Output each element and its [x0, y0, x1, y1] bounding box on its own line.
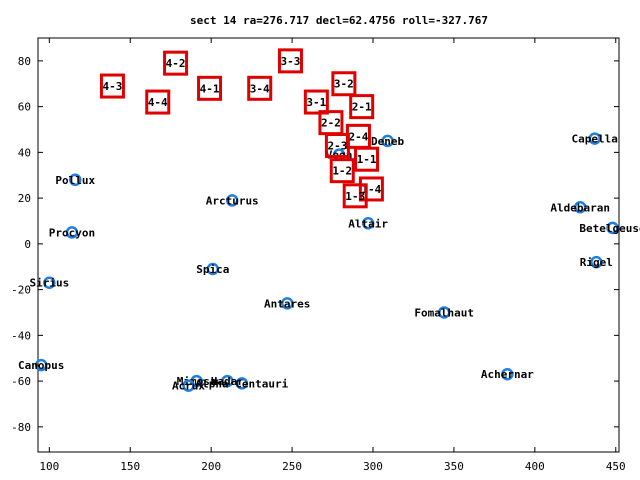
sector-label: 2-3 — [327, 140, 347, 153]
y-tick-label: -40 — [11, 329, 31, 342]
star-label: Acrux — [172, 380, 205, 393]
sector-label: 4-4 — [148, 96, 168, 109]
x-tick-label: 250 — [282, 460, 302, 473]
y-tick-label: -60 — [11, 375, 31, 388]
sector-marker — [329, 158, 355, 184]
star-label: Arcturus — [206, 194, 259, 207]
x-tick-label: 150 — [120, 460, 140, 473]
star-marker — [573, 201, 587, 214]
sector-label: 2-2 — [321, 117, 341, 130]
sector-label: 2-1 — [352, 101, 372, 114]
sector-marker — [99, 73, 125, 99]
star-label: Altair — [348, 217, 388, 230]
x-tick-label: 450 — [606, 460, 626, 473]
star-marker — [182, 379, 195, 392]
star-label: Betelgeuse — [579, 222, 640, 235]
star-label: Spica — [196, 263, 229, 276]
star-marker — [606, 221, 619, 235]
star-marker — [34, 358, 48, 372]
star-label: Aldebaran — [550, 201, 610, 214]
y-tick-label: -20 — [11, 284, 31, 297]
star-label: Mimosa — [177, 375, 217, 388]
star-label: Alpha Centauri — [196, 377, 289, 390]
star-marker — [381, 134, 394, 148]
sector-label: 4-3 — [103, 80, 123, 93]
star-marker — [65, 226, 79, 239]
star-label: Achernar — [481, 368, 534, 381]
star-label: Pollux — [55, 174, 95, 187]
sector-marker — [163, 50, 189, 76]
star-marker — [588, 132, 601, 145]
star-marker — [206, 262, 220, 276]
star-marker — [235, 377, 249, 390]
y-tick-label: 80 — [18, 55, 31, 68]
star-label: Capella — [572, 133, 618, 146]
y-tick-label: 20 — [18, 192, 31, 205]
sector-marker — [349, 94, 375, 120]
sector-marker — [277, 48, 303, 74]
star-marker — [501, 367, 514, 381]
star-marker — [43, 276, 56, 289]
star-marker — [437, 306, 451, 319]
y-tick-label: 60 — [18, 101, 31, 114]
sector-label: 3-4 — [250, 82, 270, 95]
sector-label: 3-1 — [306, 96, 326, 109]
x-tick-label: 350 — [444, 460, 464, 473]
star-marker — [221, 374, 234, 388]
plot-frame — [37, 37, 620, 453]
sector-marker — [324, 133, 350, 159]
star-label: Antares — [264, 297, 310, 310]
star-marker — [590, 255, 603, 269]
sector-marker — [358, 176, 384, 202]
star-marker — [361, 217, 375, 230]
sector-label: 3-2 — [334, 78, 354, 91]
star-label: Fomalhaut — [414, 306, 474, 319]
data-points: CapellaDenebVegaPolluxArcturusAldebaranA… — [18, 48, 640, 393]
star-label: Deneb — [371, 135, 404, 148]
sector-marker — [354, 146, 380, 172]
x-tick-label: 100 — [39, 460, 59, 473]
y-tick-label: -80 — [11, 421, 31, 434]
sector-marker — [342, 183, 368, 209]
star-marker — [68, 173, 82, 187]
sector-label: 1-3 — [345, 190, 365, 203]
axis-ticks: 100 150 200 250 300 350 400 450 -80 -60 -40 -20 0 20 4… — [11, 38, 626, 473]
sector-label: 4-1 — [200, 82, 220, 95]
star-marker — [280, 297, 294, 310]
sector-marker — [197, 75, 223, 101]
sector-marker — [247, 75, 273, 101]
sector-marker — [303, 89, 329, 115]
y-tick-label: 40 — [18, 146, 31, 159]
x-tick-label: 300 — [363, 460, 383, 473]
x-tick-label: 400 — [525, 460, 545, 473]
star-label: Canopus — [18, 359, 64, 372]
star-marker — [225, 194, 239, 207]
x-tick-label: 200 — [201, 460, 221, 473]
sector-label: 1-2 — [332, 165, 352, 178]
sector-marker — [331, 71, 357, 97]
star-label: Sirius — [29, 277, 69, 290]
sector-label: 4-2 — [166, 57, 186, 70]
star-label: Procyon — [49, 226, 95, 239]
sector-label: 3-3 — [281, 55, 301, 68]
sector-marker — [145, 89, 171, 115]
sector-label: 1-1 — [357, 153, 377, 166]
sector-label: 2-4 — [349, 130, 369, 143]
star-label: Rigel — [580, 256, 613, 269]
chart-title: sect 14 ra=276.717 decl=62.4756 roll=-32… — [190, 14, 488, 27]
y-tick-label: 0 — [24, 238, 31, 251]
